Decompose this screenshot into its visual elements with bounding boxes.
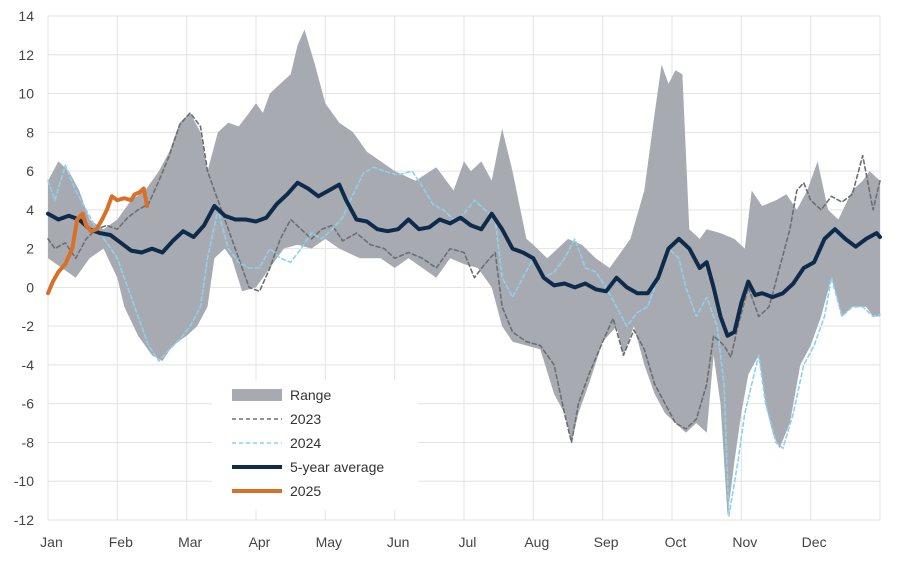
x-axis: Jan Feb Mar Apr May Jun Jul Aug Sep Oct Nov Dec: [40, 534, 826, 550]
series-line-avg: [46, 180, 882, 338]
series-lines: [46, 112, 882, 517]
x-tick-label: Apr: [249, 534, 271, 550]
range-band-group: [48, 29, 880, 517]
y-axis: -12 -10 -8 -6 -4 -2 0 2 4 6 8 10 12 14: [14, 8, 34, 528]
x-tick-label: Jan: [40, 534, 63, 550]
y-tick-label: 10: [18, 86, 34, 102]
y-tick-label: -12: [14, 512, 34, 528]
range-band: [48, 29, 880, 517]
y-tick-label: 8: [26, 124, 34, 140]
y-tick-label: -2: [22, 318, 35, 334]
x-tick-label: Jul: [459, 534, 477, 550]
legend-label: 2023: [290, 411, 321, 427]
x-tick-label: Nov: [732, 534, 757, 550]
x-tick-label: Mar: [178, 534, 202, 550]
x-tick-label: May: [316, 534, 342, 550]
y-tick-label: 2: [26, 241, 34, 257]
legend-label: 2024: [290, 435, 321, 451]
series-line-y2023: [47, 112, 881, 444]
legend: Range 2023 2024 5-year average 2025: [212, 380, 418, 510]
x-tick-label: Feb: [109, 534, 133, 550]
x-tick-label: Sep: [594, 534, 619, 550]
x-tick-label: Jun: [387, 534, 410, 550]
legend-label: Range: [290, 387, 331, 403]
y-tick-label: -8: [22, 434, 35, 450]
legend-box: [212, 380, 418, 510]
y-tick-label: 4: [26, 202, 34, 218]
y-tick-label: 12: [18, 47, 34, 63]
y-tick-label: 14: [18, 8, 34, 24]
series-line-y2025: [46, 186, 150, 296]
legend-label: 2025: [290, 483, 321, 499]
x-tick-label: Dec: [802, 534, 827, 550]
legend-label: 5-year average: [290, 459, 384, 475]
y-tick-label: 0: [26, 279, 34, 295]
y-tick-label: -10: [14, 473, 34, 489]
y-tick-label: 6: [26, 163, 34, 179]
series-line-y2024: [47, 164, 881, 517]
y-tick-label: -4: [22, 357, 35, 373]
y-tick-label: -6: [22, 396, 35, 412]
legend-swatch-range: [232, 389, 282, 401]
x-tick-label: Oct: [665, 534, 687, 550]
x-tick-label: Aug: [524, 534, 549, 550]
